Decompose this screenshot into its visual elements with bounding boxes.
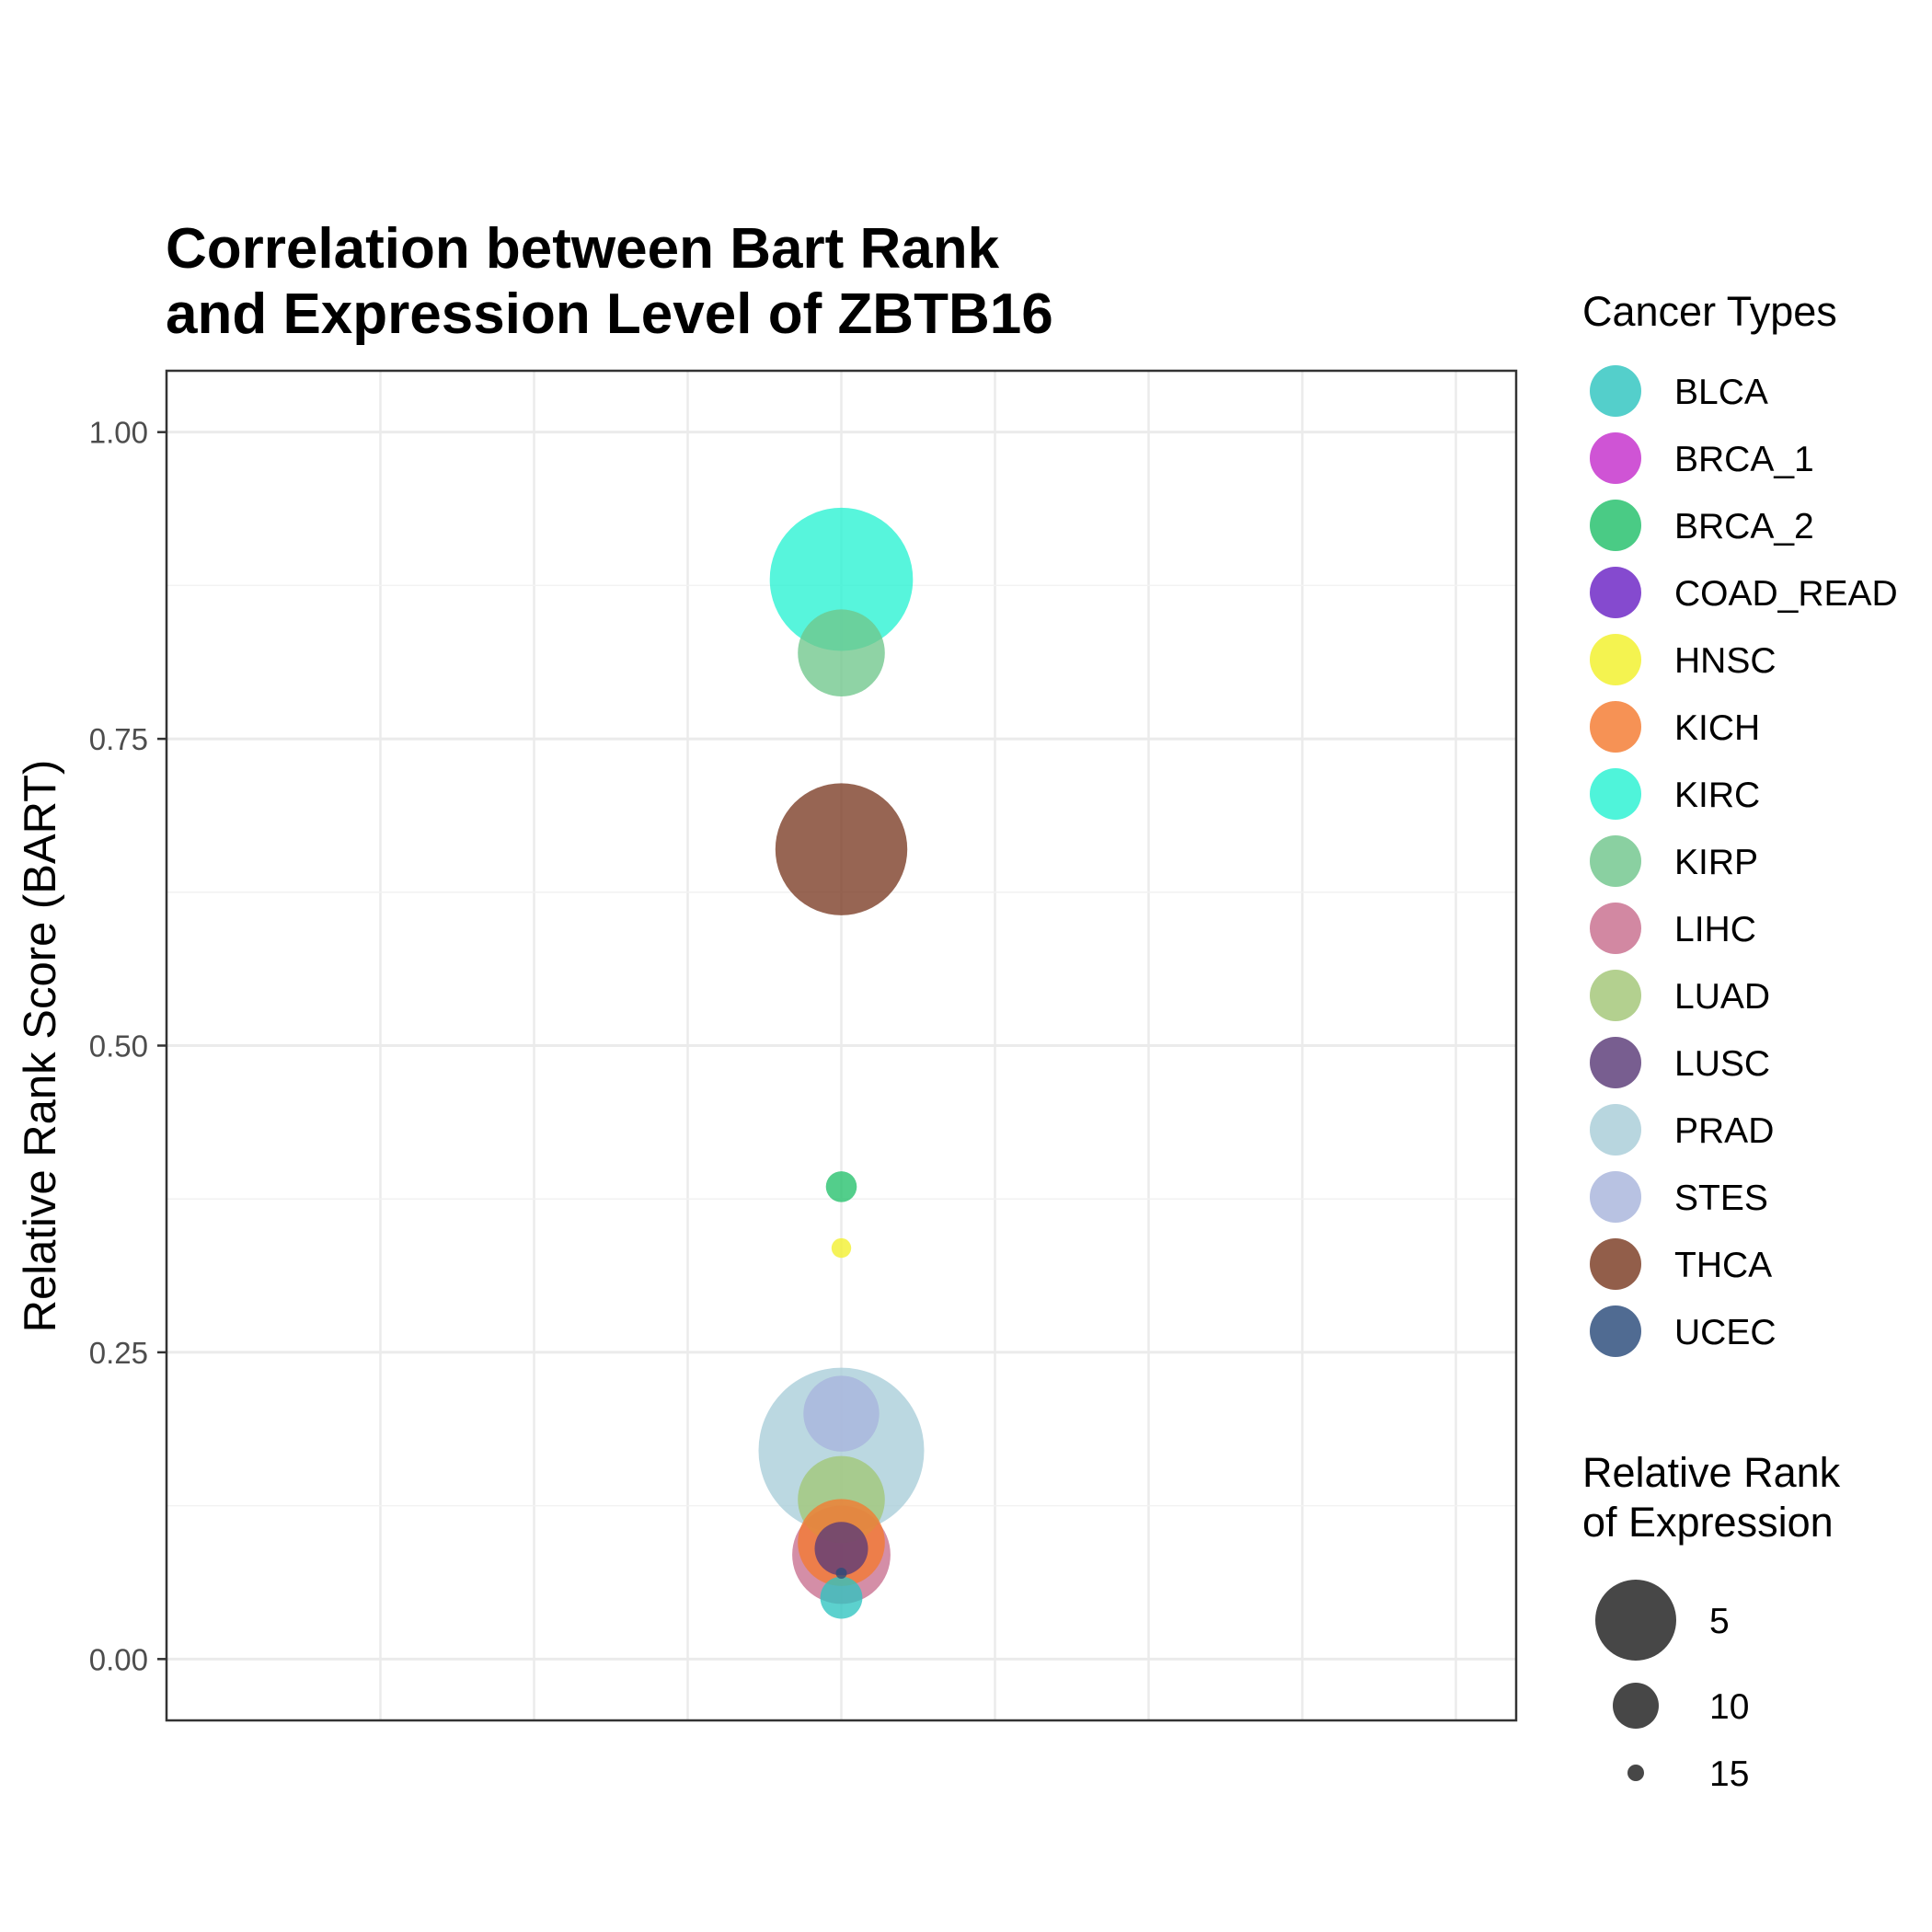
data-point-kirc bbox=[769, 507, 914, 651]
y-tick-label: 0.75 bbox=[89, 722, 148, 756]
y-tick-label: 0.50 bbox=[89, 1029, 148, 1064]
legend-key-kich bbox=[1590, 701, 1641, 753]
legend-key-hnsc bbox=[1590, 634, 1641, 685]
y-tick-label: 1.00 bbox=[89, 416, 148, 450]
legend-label-kirc: KIRC bbox=[1674, 776, 1760, 815]
legend-key-coad-read bbox=[1590, 567, 1641, 618]
size-legend-key-15 bbox=[1627, 1765, 1644, 1781]
data-point-lusc bbox=[814, 1522, 868, 1576]
data-points bbox=[758, 507, 925, 1619]
data-point-ucec bbox=[835, 1567, 847, 1579]
legend-key-brca-1 bbox=[1590, 432, 1641, 484]
color-legend-title: Cancer Types bbox=[1582, 288, 1837, 335]
size-legend-label-15: 15 bbox=[1709, 1754, 1749, 1794]
y-axis: 0.00 0.25 0.50 0.75 1.00 bbox=[89, 416, 167, 1676]
legend-label-luad: LUAD bbox=[1674, 977, 1770, 1017]
chart-title: Correlation between Bart Rank and Expres… bbox=[166, 217, 1053, 346]
legend-label-kirp: KIRP bbox=[1674, 843, 1758, 882]
legend-key-kirc bbox=[1590, 768, 1641, 820]
size-legend: Relative Rank of Expression 5 10 15 bbox=[1582, 1449, 1841, 1794]
legend-key-stes bbox=[1590, 1171, 1641, 1223]
data-point-thca bbox=[775, 783, 908, 915]
y-tick-label: 0.00 bbox=[89, 1642, 148, 1676]
legend-key-blca bbox=[1590, 365, 1641, 417]
y-axis-title: Relative Rank Score (BART) bbox=[16, 760, 65, 1333]
size-legend-label-5: 5 bbox=[1709, 1602, 1730, 1641]
legend-label-ucec: UCEC bbox=[1674, 1313, 1777, 1352]
legend-label-thca: THCA bbox=[1674, 1246, 1772, 1285]
legend-label-lusc: LUSC bbox=[1674, 1044, 1770, 1084]
color-legend: Cancer Types BLCA BRCA_1 BRCA_2 COAD_READ HN… bbox=[1582, 288, 1898, 1357]
y-tick-label: 0.25 bbox=[89, 1336, 148, 1370]
legend-key-lihc bbox=[1590, 903, 1641, 954]
legend-label-brca-1: BRCA_1 bbox=[1674, 440, 1814, 479]
data-point-stes bbox=[803, 1375, 880, 1452]
legend-label-stes: STES bbox=[1674, 1179, 1768, 1218]
data-point-brca-2 bbox=[825, 1171, 857, 1202]
data-point-blca bbox=[820, 1576, 863, 1619]
legend-label-blca: BLCA bbox=[1674, 373, 1768, 412]
chart-title-line-2: and Expression Level of ZBTB16 bbox=[166, 282, 1053, 346]
legend-label-coad-read: COAD_READ bbox=[1674, 574, 1898, 614]
legend-key-lusc bbox=[1590, 1037, 1641, 1088]
data-point-hnsc bbox=[831, 1237, 852, 1259]
legend-key-thca bbox=[1590, 1238, 1641, 1290]
legend-label-prad: PRAD bbox=[1674, 1111, 1774, 1151]
size-legend-key-5 bbox=[1595, 1580, 1676, 1661]
size-legend-key-10 bbox=[1613, 1683, 1659, 1729]
size-legend-title-line-2: of Expression bbox=[1582, 1499, 1834, 1546]
legend-label-hnsc: HNSC bbox=[1674, 641, 1777, 681]
size-legend-label-10: 10 bbox=[1709, 1687, 1749, 1727]
legend-key-luad bbox=[1590, 970, 1641, 1021]
legend-label-kich: KICH bbox=[1674, 708, 1760, 748]
data-point-kirp bbox=[798, 609, 885, 697]
chart-title-line-1: Correlation between Bart Rank bbox=[166, 217, 1000, 281]
legend-key-brca-2 bbox=[1590, 500, 1641, 551]
legend-key-prad bbox=[1590, 1104, 1641, 1156]
size-legend-title-line-1: Relative Rank bbox=[1582, 1449, 1841, 1496]
legend-key-ucec bbox=[1590, 1305, 1641, 1357]
legend-label-lihc: LIHC bbox=[1674, 910, 1756, 949]
legend-label-brca-2: BRCA_2 bbox=[1674, 507, 1814, 546]
legend-key-kirp bbox=[1590, 835, 1641, 887]
